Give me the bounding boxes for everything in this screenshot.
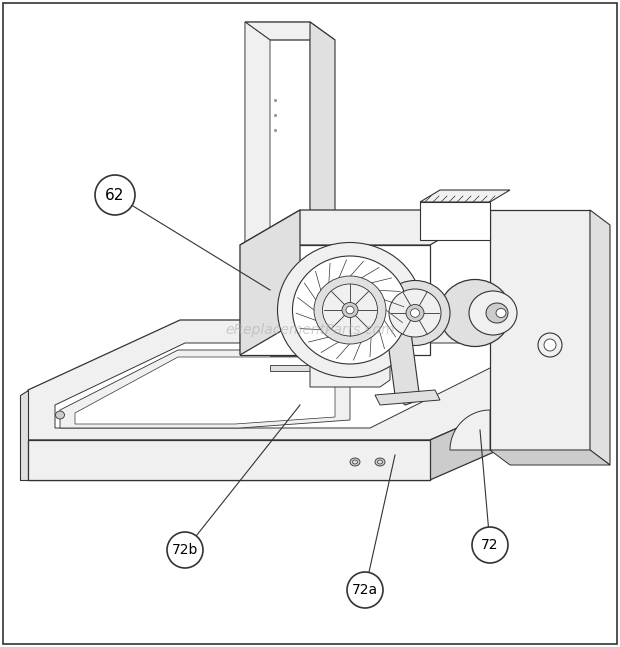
Text: 62: 62 — [105, 188, 125, 203]
Ellipse shape — [346, 306, 354, 314]
Text: 72: 72 — [481, 538, 498, 552]
Circle shape — [538, 333, 562, 357]
Ellipse shape — [314, 276, 386, 344]
Polygon shape — [245, 22, 335, 40]
Ellipse shape — [56, 411, 64, 419]
Circle shape — [167, 532, 203, 568]
Ellipse shape — [380, 281, 450, 345]
Polygon shape — [20, 390, 28, 480]
Polygon shape — [240, 210, 300, 355]
Ellipse shape — [278, 243, 422, 377]
Ellipse shape — [342, 303, 358, 318]
Circle shape — [472, 527, 508, 563]
Text: 72a: 72a — [352, 583, 378, 597]
Ellipse shape — [322, 284, 378, 336]
Ellipse shape — [406, 305, 424, 322]
Polygon shape — [590, 210, 610, 465]
Polygon shape — [28, 320, 590, 440]
Text: eReplacementParts.com: eReplacementParts.com — [225, 323, 395, 337]
Circle shape — [347, 572, 383, 608]
Polygon shape — [55, 343, 500, 428]
Circle shape — [544, 339, 556, 351]
Ellipse shape — [375, 458, 385, 466]
Polygon shape — [28, 440, 430, 480]
Polygon shape — [60, 350, 350, 428]
Polygon shape — [240, 210, 490, 245]
Polygon shape — [245, 22, 310, 340]
Polygon shape — [385, 310, 420, 405]
Polygon shape — [270, 365, 380, 371]
Ellipse shape — [486, 303, 508, 323]
Polygon shape — [430, 370, 590, 480]
Polygon shape — [270, 350, 380, 356]
Ellipse shape — [378, 460, 383, 464]
Ellipse shape — [439, 280, 511, 347]
Polygon shape — [375, 390, 440, 405]
Ellipse shape — [496, 309, 506, 318]
Polygon shape — [490, 210, 590, 450]
Polygon shape — [75, 357, 335, 424]
Polygon shape — [420, 202, 490, 240]
Polygon shape — [310, 22, 335, 345]
Polygon shape — [490, 450, 610, 465]
Ellipse shape — [353, 460, 358, 464]
Polygon shape — [420, 190, 510, 202]
Ellipse shape — [389, 289, 441, 337]
Circle shape — [95, 175, 135, 215]
Text: 72b: 72b — [172, 543, 198, 557]
FancyBboxPatch shape — [3, 3, 617, 644]
Polygon shape — [240, 245, 430, 355]
Ellipse shape — [410, 309, 420, 317]
Polygon shape — [450, 410, 490, 450]
Polygon shape — [310, 350, 390, 387]
Polygon shape — [245, 22, 270, 343]
Ellipse shape — [350, 458, 360, 466]
Ellipse shape — [293, 256, 407, 364]
Polygon shape — [28, 440, 430, 480]
Ellipse shape — [469, 291, 517, 335]
